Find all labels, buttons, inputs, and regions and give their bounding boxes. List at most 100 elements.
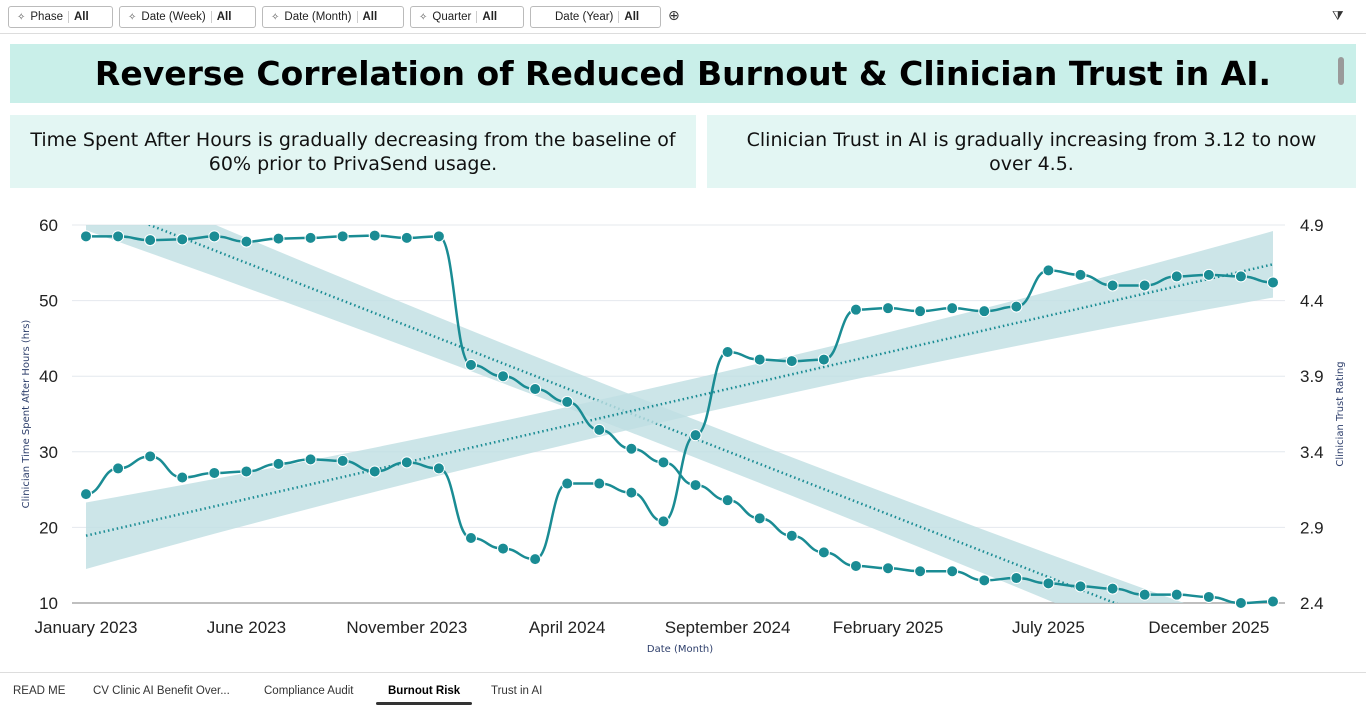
data-point [529, 383, 542, 396]
data-point [914, 565, 927, 578]
data-point [1042, 577, 1055, 590]
x-tick-label: September 2024 [665, 618, 791, 637]
data-point [785, 529, 798, 542]
pin-icon[interactable]: ✧ [419, 11, 428, 23]
filter-quarter[interactable]: ✧ Quarter All [410, 6, 524, 28]
data-point [817, 546, 830, 559]
data-point [240, 235, 253, 248]
scrollbar[interactable] [1338, 57, 1344, 85]
data-point [1106, 279, 1119, 292]
tab-trust-in-ai[interactable]: Trust in AI [491, 685, 543, 697]
filter-date-week[interactable]: ✧ Date (Week) All [119, 6, 256, 28]
data-point [625, 442, 638, 455]
data-point [1267, 276, 1279, 289]
pin-icon[interactable]: ✧ [17, 11, 26, 23]
data-point [464, 531, 477, 544]
sheet-tabs: READ ME CV Clinic AI Benefit Over... Com… [0, 672, 1366, 711]
data-point [1267, 595, 1279, 608]
data-point [978, 305, 991, 318]
x-tick-label: July 2025 [1012, 618, 1085, 637]
data-point [176, 233, 189, 246]
filter-phase[interactable]: ✧ Phase All [8, 6, 113, 28]
y-tick-label: 20 [39, 518, 58, 537]
data-point [529, 553, 542, 566]
data-point [464, 358, 477, 371]
x-tick-label: December 2025 [1148, 618, 1269, 637]
x-tick-label: November 2023 [346, 618, 467, 637]
y-tick-label: 10 [39, 594, 58, 613]
y-tick-label: 40 [39, 367, 58, 386]
trend-confidence-band [86, 225, 1184, 603]
data-point [80, 230, 92, 243]
filter-date-month[interactable]: ✧ Date (Month) All [262, 6, 404, 28]
data-point [1074, 580, 1087, 593]
data-point [432, 462, 445, 475]
y-tick-label: 50 [39, 292, 58, 311]
data-point [1170, 270, 1183, 283]
data-point [208, 230, 221, 243]
data-point [304, 453, 317, 466]
data-point [144, 234, 157, 247]
data-point [882, 302, 895, 315]
filter-bar: ✧ Phase All ✧ Date (Week) All ✧ Date (Month) A… [0, 0, 1366, 34]
data-point [721, 346, 734, 359]
data-point [112, 462, 125, 475]
x-tick-label: February 2025 [833, 618, 944, 637]
data-point [849, 303, 862, 316]
y-tick-label: 60 [39, 216, 58, 235]
data-point [882, 562, 895, 575]
add-filter-icon[interactable]: ⊕ [668, 8, 680, 24]
data-point [593, 477, 606, 490]
data-point [785, 355, 798, 368]
data-point [1074, 268, 1087, 281]
data-point [497, 370, 510, 383]
y2-axis-title: Clinician Trust Rating [1335, 361, 1346, 466]
data-point [80, 488, 92, 501]
tab-read-me[interactable]: READ ME [13, 685, 66, 697]
data-point [336, 454, 349, 467]
data-point [1170, 588, 1183, 601]
x-tick-label: January 2023 [34, 618, 137, 637]
data-point [272, 457, 285, 470]
data-point [368, 465, 381, 478]
data-point [1106, 582, 1119, 595]
data-point [400, 456, 413, 469]
data-point [689, 429, 702, 442]
data-point [1202, 590, 1215, 603]
tab-cv-clinic-ai-benefit[interactable]: CV Clinic AI Benefit Over... [93, 685, 230, 697]
trend-line [85, 263, 1274, 537]
data-point [978, 574, 991, 587]
filter-date-year[interactable]: Date (Year) All [530, 6, 661, 28]
tab-compliance-audit[interactable]: Compliance Audit [264, 685, 354, 697]
y2-tick-label: 2.4 [1300, 594, 1324, 613]
dual-axis-chart: 60 4.9 50 4.4 40 3.9 30 3.4 20 2.9 10 2.4 January 20… [21, 216, 1346, 655]
x-tick-label: June 2023 [207, 618, 286, 637]
tab-burnout-risk[interactable]: Burnout Risk [375, 685, 473, 705]
data-point [240, 465, 253, 478]
data-point [721, 494, 734, 507]
data-point [400, 231, 413, 244]
data-point [1138, 279, 1151, 292]
data-point [208, 466, 221, 479]
trust-note: Clinician Trust in AI is gradually incre… [707, 115, 1356, 188]
series-line [85, 234, 1274, 605]
data-point [753, 512, 766, 525]
y2-tick-label: 3.4 [1300, 443, 1324, 462]
pin-icon[interactable]: ✧ [128, 11, 137, 23]
data-point [176, 471, 189, 484]
data-point [657, 456, 670, 469]
x-tick-label: April 2024 [529, 618, 606, 637]
y2-tick-label: 2.9 [1300, 518, 1324, 537]
y-axis-title: Clinician Time Spent After Hours (hrs) [21, 320, 32, 509]
data-point [593, 423, 606, 436]
data-point [272, 232, 285, 245]
data-point [1010, 572, 1023, 585]
data-point [336, 230, 349, 243]
filter-icon[interactable]: ⧩ [1332, 9, 1344, 24]
data-point [432, 230, 445, 243]
y2-tick-label: 4.9 [1300, 216, 1324, 235]
y2-tick-label: 4.4 [1300, 292, 1324, 311]
pin-icon[interactable]: ✧ [271, 11, 280, 23]
data-point [1042, 264, 1055, 277]
burnout-note: Time Spent After Hours is gradually decr… [10, 115, 696, 188]
